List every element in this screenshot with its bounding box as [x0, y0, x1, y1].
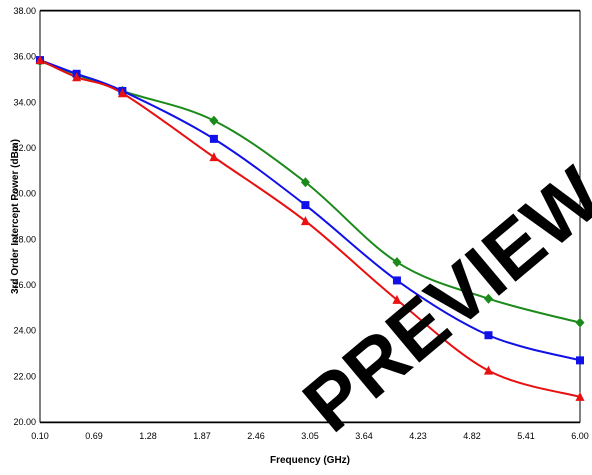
x-tick-label: 4.82	[463, 431, 481, 441]
data-point-marker	[301, 201, 310, 210]
data-point-marker	[117, 88, 127, 98]
x-tick-label: 1.28	[139, 431, 157, 441]
data-point-marker	[392, 276, 401, 285]
axes	[39, 10, 581, 423]
data-point-marker	[300, 216, 310, 226]
x-tick-label: 6.00	[571, 431, 589, 441]
data-point-marker	[392, 294, 402, 304]
y-tick-label: 20.00	[13, 417, 36, 427]
data-point-marker	[575, 317, 585, 328]
data-point-marker	[209, 152, 219, 162]
y-tick-label: 26.00	[13, 280, 36, 290]
y-tick-label: 30.00	[13, 189, 36, 199]
data-point-marker	[72, 72, 82, 82]
data-point-marker	[209, 115, 219, 126]
x-axis-title: Frequency (GHz)	[270, 455, 350, 466]
data-point-marker	[392, 257, 402, 268]
y-tick-label: 34.00	[13, 97, 36, 107]
marker-layer	[35, 55, 585, 401]
y-tick-label: 38.00	[13, 6, 36, 16]
data-point-marker	[576, 356, 584, 365]
x-tick-label: 4.23	[409, 431, 427, 441]
x-tick-label: 3.05	[301, 431, 319, 441]
y-tick-label: 32.00	[13, 143, 36, 153]
y-axis-title: 3rd Order Intercept Power (dBm)	[10, 139, 21, 294]
x-tick-label: 0.10	[31, 431, 49, 441]
data-point-marker	[575, 391, 585, 401]
y-tick-label: 22.00	[13, 371, 36, 381]
data-point-marker	[209, 134, 218, 143]
series-line-2	[39, 59, 581, 362]
series-line-3	[39, 59, 581, 398]
data-point-marker	[300, 177, 310, 188]
x-tick-label: 2.46	[247, 431, 265, 441]
data-point-marker	[484, 331, 493, 340]
x-tick-label: 1.87	[193, 431, 211, 441]
x-tick-label: 0.69	[85, 431, 103, 441]
data-point-marker	[483, 293, 493, 304]
data-point-marker	[35, 55, 45, 65]
y-tick-label: 36.00	[13, 52, 36, 62]
y-tick-label: 28.00	[13, 234, 36, 244]
x-tick-label: 5.41	[517, 431, 535, 441]
data-point-marker	[483, 365, 493, 375]
tick-labels: 20.00 22.00 24.00 26.00 28.00 30.00 32.00 34.00…	[13, 6, 588, 441]
y-tick-label: 24.00	[13, 326, 36, 336]
x-tick-label: 3.64	[355, 431, 373, 441]
plot-area	[39, 10, 581, 423]
